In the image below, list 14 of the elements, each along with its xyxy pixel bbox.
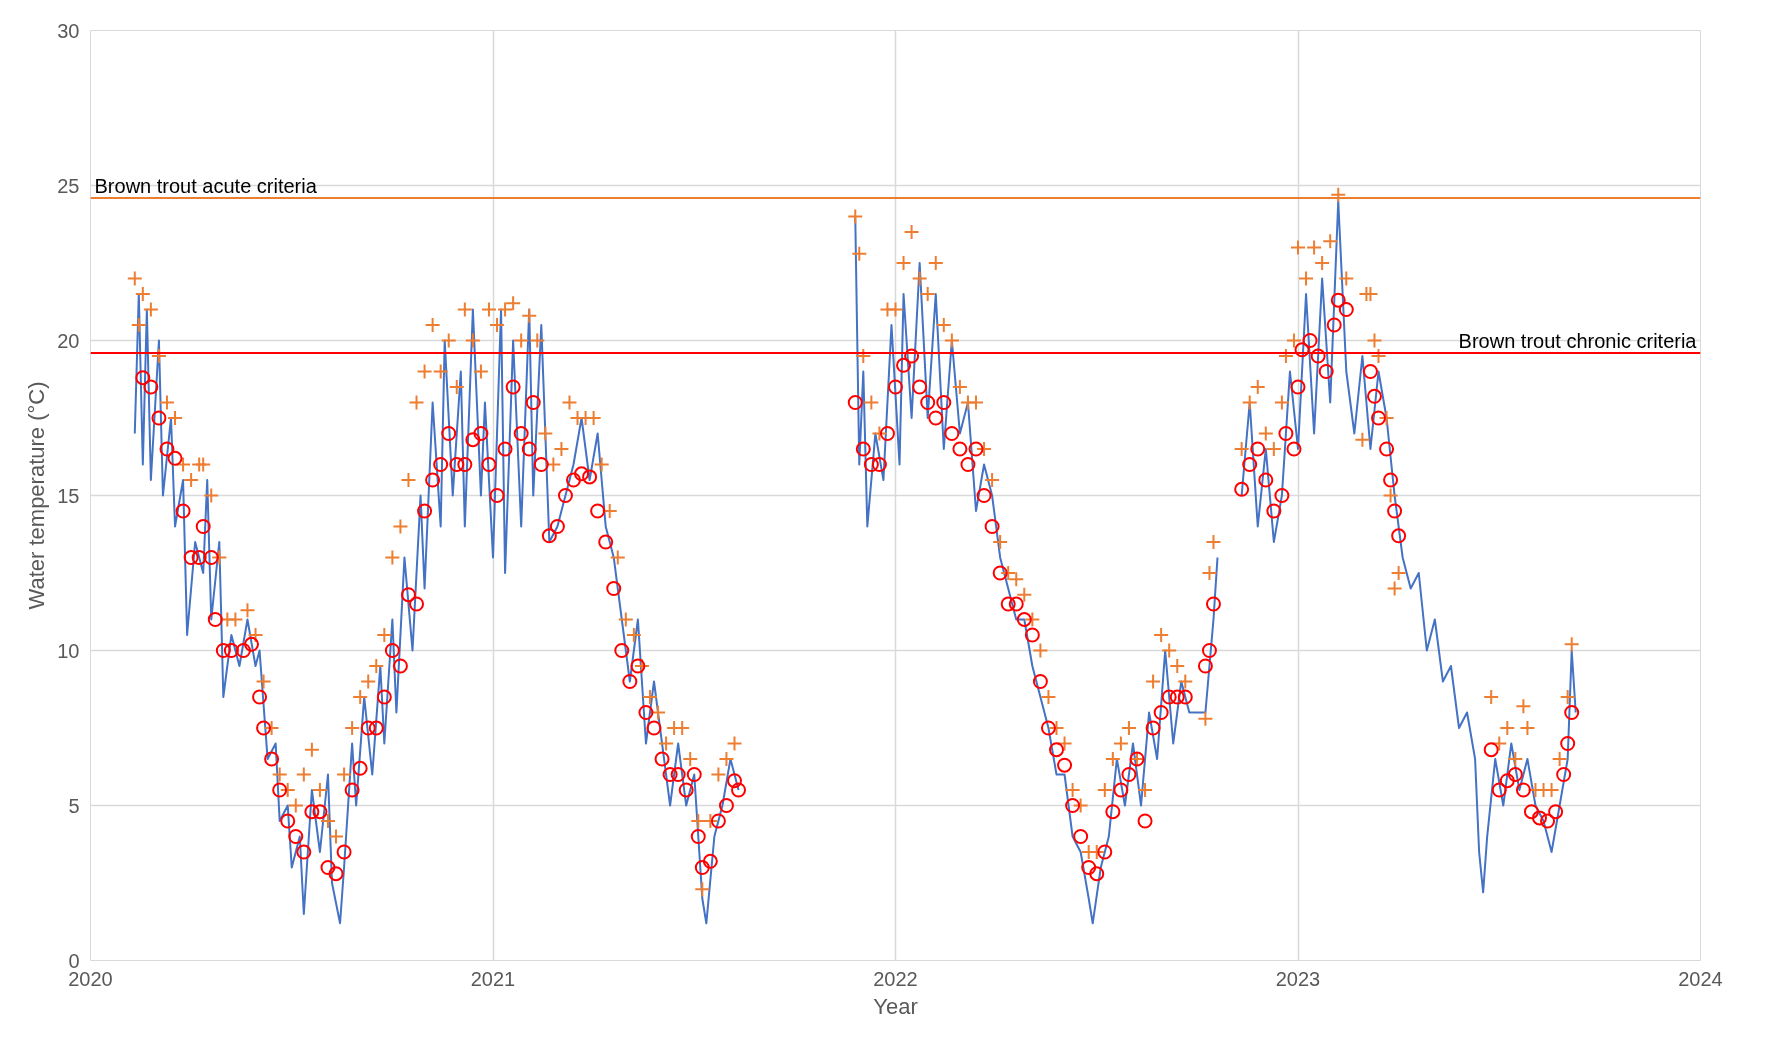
x-tick-label: 2022 <box>873 967 918 990</box>
x-axis-title: Year <box>873 993 918 1019</box>
y-tick-label: 10 <box>57 639 80 662</box>
y-tick-label: 20 <box>57 329 80 352</box>
x-tick-label: 2021 <box>470 967 516 990</box>
x-tick-label: 2023 <box>1275 967 1321 990</box>
ref-line-label: Brown trout chronic criteria <box>1458 329 1698 352</box>
y-tick-label: 25 <box>57 174 80 197</box>
y-tick-label: 30 <box>57 19 80 42</box>
y-tick-label: 15 <box>57 484 80 507</box>
ref-line-label: Brown trout acute criteria <box>94 174 318 197</box>
y-tick-label: 5 <box>68 794 80 817</box>
y-axis-title: Water temperature (°C) <box>24 381 50 610</box>
x-tick-label: 2024 <box>1678 967 1723 990</box>
